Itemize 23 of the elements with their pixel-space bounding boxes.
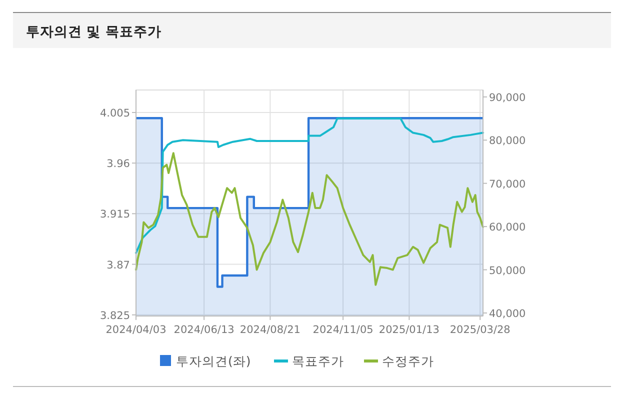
line-series [135, 152, 484, 286]
y2-tick-label: 50,000 [489, 264, 526, 277]
legend-label: 투자의견(좌) [176, 354, 251, 368]
x-tick-label: 2024/04/03 [106, 324, 166, 336]
y-tick-label: 4.005 [100, 107, 130, 120]
y2-tick-label: 90,000 [489, 92, 526, 104]
y-tick-label: 3.96 [106, 158, 130, 170]
chart-title: 투자의견 및 목표주가 [26, 24, 162, 40]
legend-label: 수정주가 [382, 354, 434, 368]
x-tick-label: 2024/06/13 [174, 324, 234, 336]
y-tick-label: 3.825 [100, 310, 130, 322]
y2-tick-label: 60,000 [489, 222, 526, 234]
x-tick-label: 2024/08/21 [240, 324, 300, 336]
y-tick-label: 3.87 [106, 259, 130, 272]
y2-tick-label: 40,000 [489, 308, 526, 320]
y2-tick-label: 80,000 [489, 135, 526, 148]
x-tick-label: 2024/11/05 [312, 324, 374, 336]
line-series [135, 118, 484, 254]
x-tick-label: 2025/01/13 [378, 324, 440, 336]
x-tick-label: 2025/03/28 [450, 324, 510, 336]
y2-tick-label: 70,000 [489, 178, 526, 190]
legend-label: 목표주가 [292, 354, 344, 368]
y-tick-label: 3.915 [100, 208, 130, 221]
